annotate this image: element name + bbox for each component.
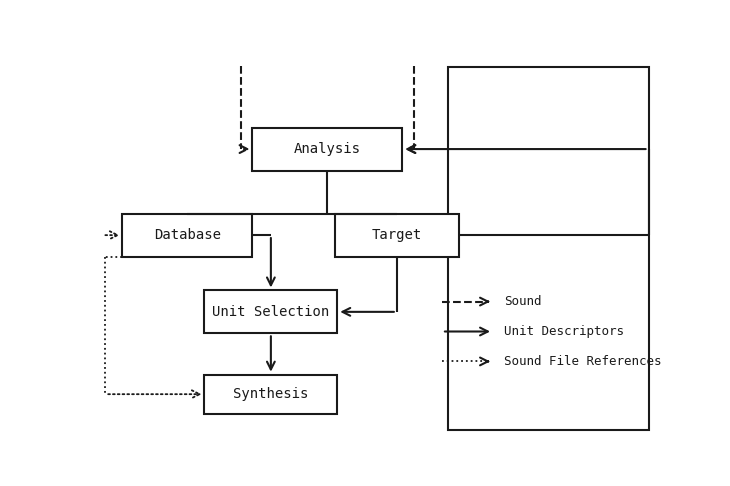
Text: Sound: Sound xyxy=(504,295,542,308)
FancyBboxPatch shape xyxy=(204,375,337,414)
Text: Analysis: Analysis xyxy=(294,142,361,156)
FancyBboxPatch shape xyxy=(204,290,337,333)
Text: Synthesis: Synthesis xyxy=(233,387,309,401)
FancyBboxPatch shape xyxy=(123,214,253,257)
Text: Database: Database xyxy=(154,228,221,242)
Text: Unit Descriptors: Unit Descriptors xyxy=(504,325,624,338)
Text: Target: Target xyxy=(372,228,422,242)
Text: Sound File References: Sound File References xyxy=(504,355,662,368)
Text: Unit Selection: Unit Selection xyxy=(212,305,329,319)
FancyBboxPatch shape xyxy=(334,214,459,257)
FancyBboxPatch shape xyxy=(253,127,402,171)
